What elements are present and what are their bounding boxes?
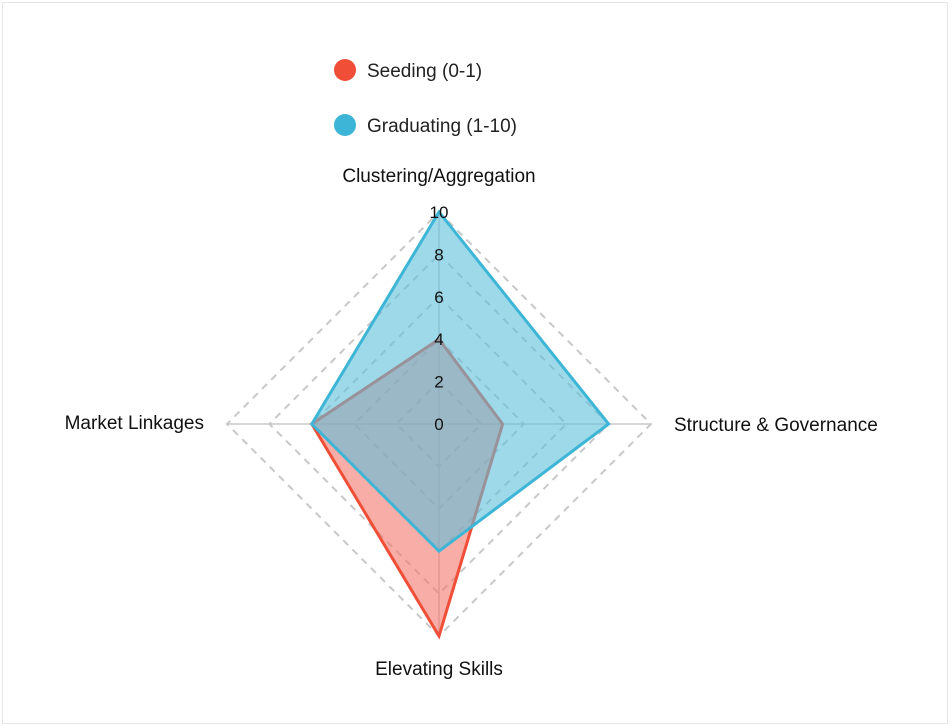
series-area-1	[309, 209, 611, 554]
legend: Seeding (0-1) Graduating (1-10)	[334, 59, 517, 137]
tick-label: 2	[434, 373, 443, 392]
legend-marker	[334, 114, 356, 136]
axis-label: Structure & Governance	[674, 415, 878, 436]
tick-label: 4	[434, 330, 443, 349]
series-areas	[309, 209, 611, 640]
axis-label: Clustering/Aggregation	[342, 166, 535, 187]
tick-label: 8	[434, 245, 443, 264]
axis-labels: Clustering/Aggregation Structure & Govern…	[65, 166, 878, 680]
legend-marker	[334, 59, 356, 81]
axis-label: Market Linkages	[65, 413, 204, 434]
legend-label: Graduating (1-10)	[367, 116, 517, 137]
tick-label: 6	[434, 288, 443, 307]
tick-label: 10	[430, 203, 449, 222]
radial-ticks: 0 2 4 6 8 10	[430, 203, 449, 434]
axis-label: Elevating Skills	[375, 659, 503, 680]
legend-label: Seeding (0-1)	[367, 61, 482, 82]
tick-label: 0	[434, 415, 443, 434]
